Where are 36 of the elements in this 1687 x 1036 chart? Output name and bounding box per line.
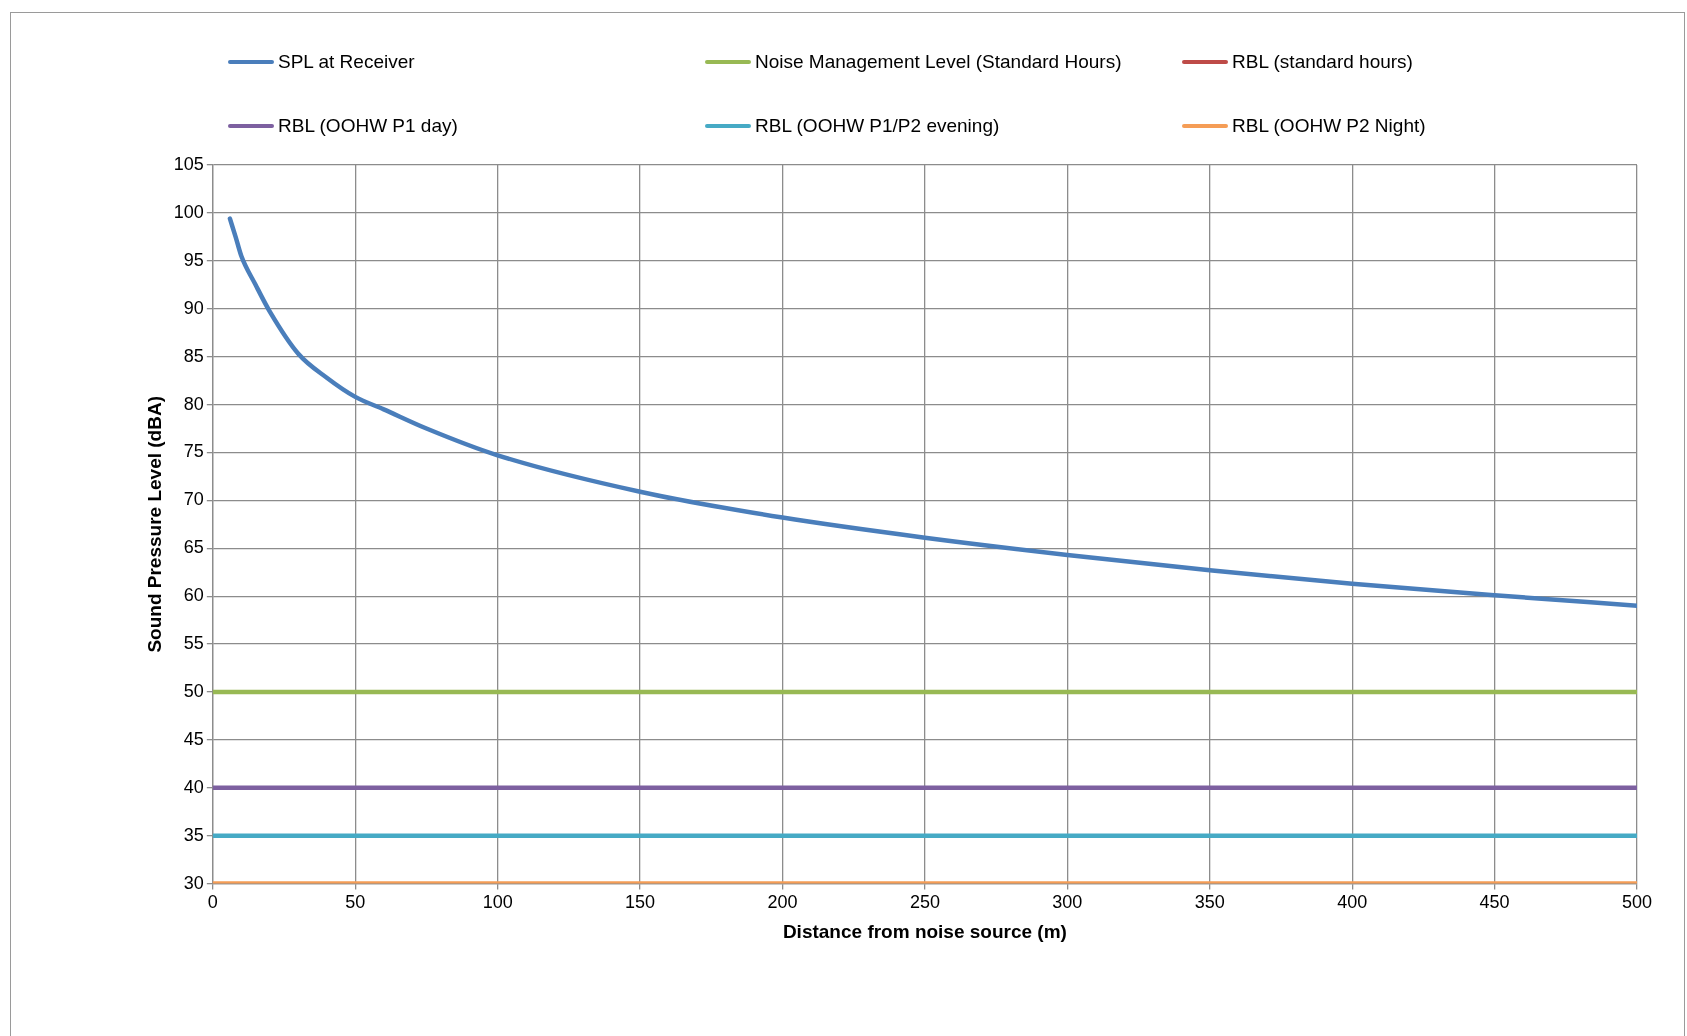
legend-label: SPL at Receiver — [278, 51, 415, 73]
x-tick-label: 300 — [1052, 892, 1083, 913]
x-tick-label: 250 — [909, 892, 940, 913]
x-tick-label: 400 — [1337, 892, 1368, 913]
x-tick-label: 200 — [767, 892, 798, 913]
x-tick-label: 500 — [1621, 892, 1653, 913]
y-tick-label: 50 — [183, 680, 204, 701]
y-tick-label: 75 — [183, 441, 204, 462]
x-tick-label: 450 — [1479, 892, 1510, 913]
y-tick-label: 80 — [183, 393, 204, 414]
x-tick-label: 50 — [345, 892, 366, 913]
y-tick-label: 85 — [183, 345, 204, 366]
legend-label: RBL (OOHW P1/P2 evening) — [755, 115, 1000, 137]
y-tick-label: 65 — [183, 537, 204, 558]
x-tick-label: 350 — [1194, 892, 1225, 913]
y-tick-label: 55 — [183, 633, 204, 654]
y-tick-label: 90 — [183, 297, 204, 318]
y-tick-label: 70 — [183, 489, 204, 510]
y-tick-label: 105 — [173, 153, 204, 174]
x-tick-label: 150 — [625, 892, 656, 913]
y-tick-label: 45 — [183, 728, 204, 749]
legend-label: RBL (OOHW P1 day) — [278, 115, 458, 137]
x-tick-label: 100 — [482, 892, 513, 913]
line-series — [227, 216, 1637, 608]
x-axis-title: Distance from noise source (m) — [782, 920, 1067, 942]
y-tick-label: 95 — [183, 249, 204, 270]
y-tick-label: 60 — [183, 585, 204, 606]
y-axis-title: Sound Pressure Level (dBA) — [143, 396, 165, 653]
x-tick-label: 0 — [207, 892, 218, 913]
legend-label: RBL (standard hours) — [1232, 51, 1413, 73]
y-tick-label: 30 — [183, 872, 204, 893]
legend-label: RBL (OOHW P2 Night) — [1232, 115, 1426, 137]
y-tick-label: 35 — [183, 824, 204, 845]
y-tick-label: 40 — [183, 776, 204, 797]
legend-label: Noise Management Level (Standard Hours) — [755, 51, 1122, 73]
y-tick-label: 100 — [173, 201, 204, 222]
